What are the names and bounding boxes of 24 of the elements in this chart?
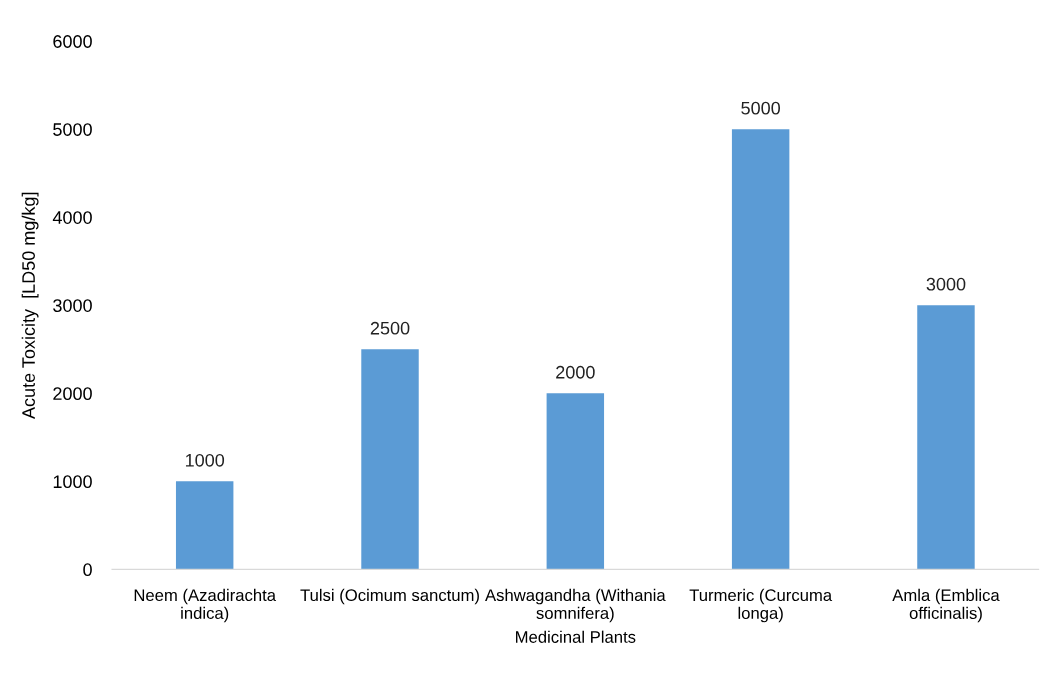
data-label: 2500 [370, 321, 410, 335]
x-tick-label: Ashwagandha (Withania somnifera) [485, 588, 666, 623]
x-axis-title: Medicinal Plants [516, 630, 636, 643]
y-tick-label: 0 [83, 563, 92, 577]
data-label: 2000 [556, 365, 595, 379]
x-tick-label: Amla (Emblica officinalis) [892, 588, 1000, 623]
x-tick-label: Tulsi (Ocimum sanctum) [300, 588, 479, 605]
bar [731, 129, 790, 570]
y-tick-label: 3000 [53, 299, 92, 312]
x-tick-label: Turmeric (Curcuma longa) [689, 588, 833, 623]
bar [175, 481, 234, 570]
data-label: 5000 [741, 101, 781, 115]
bar [546, 393, 605, 570]
y-tick-label: 1000 [53, 475, 92, 489]
bar [361, 349, 419, 570]
data-label: 3000 [926, 277, 966, 291]
bar [917, 305, 975, 570]
y-tick-label: 2000 [53, 387, 92, 401]
y-tick-label: 6000 [53, 35, 92, 48]
y-tick-label: 5000 [53, 123, 92, 136]
data-label: 1000 [185, 453, 225, 467]
y-tick-label: 4000 [52, 211, 92, 224]
x-tick-label: Neem (Azadirachta indica) [134, 588, 277, 623]
y-axis-title: Acute Toxicity [LD50 mg/kg] [21, 192, 39, 419]
